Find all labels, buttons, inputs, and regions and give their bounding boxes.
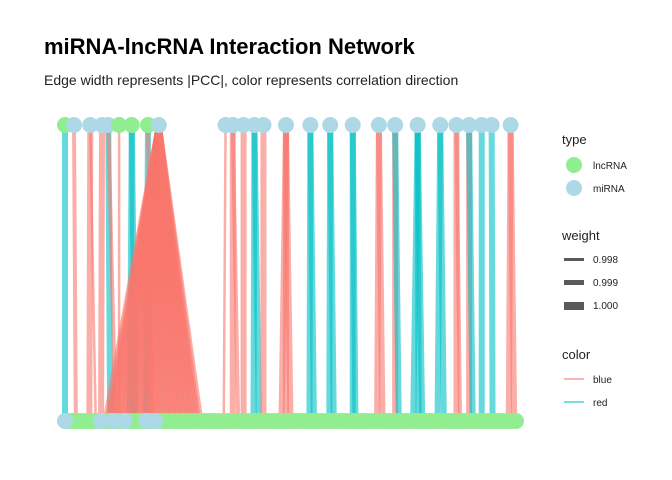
network-edge <box>437 124 447 422</box>
legend-lncrna-label: lncRNA <box>593 161 627 172</box>
network-edge <box>230 124 241 422</box>
legend-type: type lncRNA miRNA <box>562 132 627 196</box>
chart-title: miRNA-lncRNA Interaction Network <box>44 34 415 59</box>
top-node <box>322 117 339 133</box>
bottom-node <box>116 413 133 429</box>
top-node <box>432 117 449 133</box>
top-node <box>150 117 167 133</box>
legend-weight-label-2: 0.999 <box>593 278 618 289</box>
top-node <box>370 117 387 133</box>
network-edge <box>349 124 359 422</box>
top-node <box>344 117 361 133</box>
bottom-node <box>57 413 73 429</box>
network-edge <box>392 124 402 422</box>
network-edge <box>222 124 227 422</box>
legend-type-title: type <box>562 132 587 147</box>
top-node <box>448 117 465 133</box>
bottom-node <box>147 413 164 429</box>
top-node <box>255 117 272 133</box>
legend-mirna-swatch <box>566 180 582 196</box>
network-edge <box>98 124 105 422</box>
network-edge <box>454 124 463 422</box>
network-edge <box>375 124 386 422</box>
network-edge <box>155 124 204 422</box>
network-edge <box>327 124 337 422</box>
top-node <box>66 117 83 133</box>
legend-weight-label-1: 0.998 <box>593 255 618 266</box>
bottom-node <box>93 413 110 429</box>
network-edge <box>89 124 97 422</box>
top-node <box>302 117 319 133</box>
node-layer <box>57 117 524 429</box>
chart-subtitle: Edge width represents |PCC|, color repre… <box>44 72 459 88</box>
network-edge <box>507 124 518 422</box>
network-edge <box>414 124 422 422</box>
edge-layer <box>62 124 518 422</box>
network-edge <box>251 124 262 422</box>
legend-weight-swatch-2 <box>564 280 584 285</box>
legend-color: color blue red <box>562 347 612 409</box>
top-node <box>123 117 140 133</box>
legend-lncrna-swatch <box>566 157 582 173</box>
top-node <box>387 117 404 133</box>
network-edge <box>72 124 78 422</box>
bottom-node <box>508 413 524 429</box>
legend-weight-title: weight <box>561 228 600 243</box>
top-node <box>111 117 128 133</box>
top-node <box>502 117 519 133</box>
legend-weight-swatch-3 <box>564 302 584 310</box>
legend-color-title: color <box>562 347 591 362</box>
legend-color-label-blue: blue <box>593 375 612 386</box>
top-node <box>82 117 99 133</box>
network-edge <box>307 124 317 422</box>
legend-mirna-label: miRNA <box>593 184 625 195</box>
top-node <box>483 117 500 133</box>
network-edge <box>466 124 476 422</box>
top-node <box>461 117 478 133</box>
network-edge <box>488 124 496 422</box>
legend-color-label-red: red <box>593 398 607 409</box>
legend-weight-swatch-1 <box>564 258 584 261</box>
top-node <box>277 117 294 133</box>
legend-weight: weight 0.998 0.999 1.000 <box>561 228 618 312</box>
top-node <box>409 117 426 133</box>
legend-weight-label-3: 1.000 <box>593 301 618 312</box>
